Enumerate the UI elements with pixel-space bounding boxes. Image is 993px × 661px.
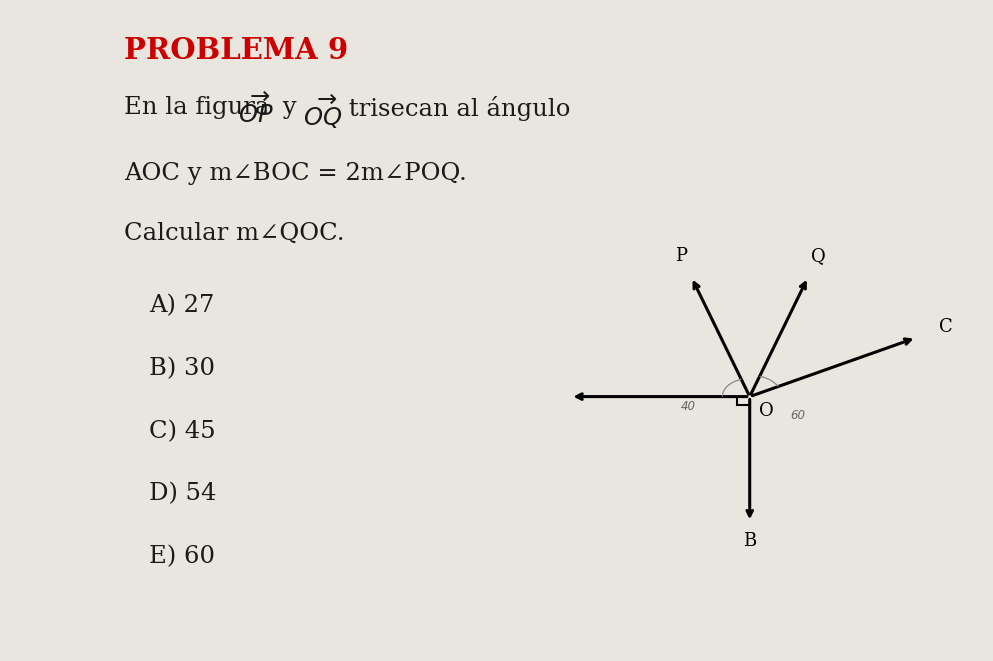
Text: E) 60: E) 60 bbox=[149, 545, 214, 568]
Text: B: B bbox=[743, 532, 757, 550]
Text: D) 54: D) 54 bbox=[149, 483, 216, 506]
Text: C) 45: C) 45 bbox=[149, 420, 215, 443]
Text: En la figura: En la figura bbox=[124, 96, 277, 119]
Text: B) 30: B) 30 bbox=[149, 357, 214, 380]
Text: y: y bbox=[275, 96, 305, 119]
Text: 60: 60 bbox=[789, 408, 805, 422]
Text: $\overrightarrow{OQ}$: $\overrightarrow{OQ}$ bbox=[303, 93, 343, 131]
Text: A) 27: A) 27 bbox=[149, 294, 214, 317]
Text: trisecan al ángulo: trisecan al ángulo bbox=[341, 96, 570, 121]
Text: Q: Q bbox=[811, 247, 826, 264]
Text: $\overrightarrow{OP}$: $\overrightarrow{OP}$ bbox=[237, 93, 273, 128]
Text: AOC y m∠BOC = 2m∠POQ.: AOC y m∠BOC = 2m∠POQ. bbox=[124, 162, 467, 185]
Text: 40: 40 bbox=[680, 400, 696, 413]
Text: PROBLEMA 9: PROBLEMA 9 bbox=[124, 36, 349, 65]
Text: C: C bbox=[939, 318, 953, 336]
Text: Calcular m∠QOC.: Calcular m∠QOC. bbox=[124, 221, 345, 245]
Text: P: P bbox=[675, 247, 687, 264]
Text: O: O bbox=[760, 402, 774, 420]
